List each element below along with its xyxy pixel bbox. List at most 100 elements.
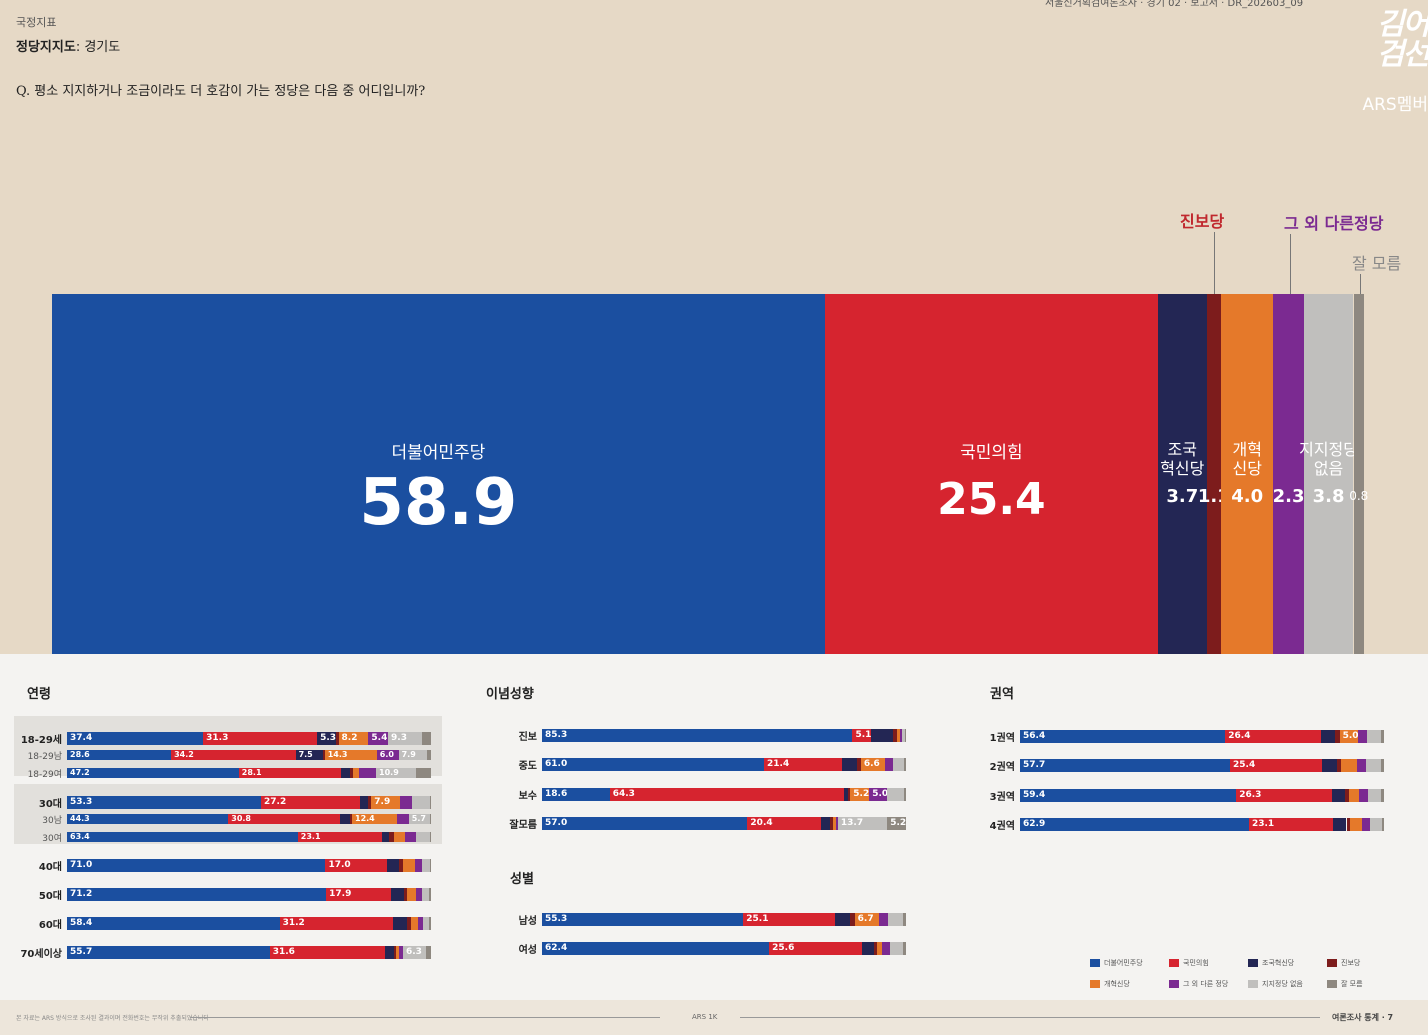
legend-label: 그 외 다른 정당 — [1183, 980, 1229, 988]
row-bar-value-ppp: 17.9 — [329, 889, 352, 899]
row-bar-segment-unknown — [904, 729, 906, 742]
row-bar-ideology: 61.0 21.4 6.6 — [542, 758, 906, 771]
row-bar-segment-unknown — [1381, 818, 1384, 831]
row-bar-value-ppp: 23.1 — [300, 832, 321, 841]
main-stacked-bar: 더불어민주당 58.9 국민의힘 25.4 조국 혁신당 3.7 1.1 개혁 신당 4.0 2.3 지… — [52, 294, 1368, 654]
header-category: 국정지표 — [16, 16, 57, 29]
row-label-age: 40대 — [38, 862, 62, 873]
row-bar-value-minju: 71.0 — [70, 860, 93, 870]
row-bar-segment-ppp — [171, 750, 296, 760]
main-label-none: 지지정당 없음 — [1299, 440, 1358, 478]
row-bar-segment-joguk — [834, 913, 850, 926]
legend-label: 개혁신당 — [1104, 980, 1130, 988]
row-bar-age: 71.2 17.9 — [67, 888, 431, 901]
row-bar-segment-gaehyuk — [371, 796, 401, 809]
legend-item-joguk: 조국혁신당 — [1248, 958, 1294, 968]
row-bar-segment-jinbo — [1346, 818, 1351, 831]
row-bar-segment-none — [421, 859, 430, 872]
row-bar-segment-gaehyuk — [854, 913, 880, 926]
row-bar-gender: 62.4 25.6 — [542, 942, 906, 955]
row-label-region: 3권역 — [989, 792, 1015, 803]
row-bar-segment-ppp — [609, 788, 844, 801]
row-bar-segment-none — [1367, 789, 1382, 802]
row-bar-segment-unknown — [903, 913, 906, 926]
row-bar-value-minju: 44.3 — [70, 814, 90, 823]
row-bar-segment-gaehyuk — [395, 946, 399, 959]
row-bar-segment-ppp — [1225, 730, 1322, 743]
page-title: 정당지지도: 경기도 — [16, 36, 120, 55]
row-bar-value-minju: 55.3 — [545, 914, 568, 924]
row-label-region: 1권역 — [989, 733, 1015, 744]
row-bar-value-ppp: 26.3 — [1239, 790, 1262, 800]
row-bar-age: 63.4 23.1 — [67, 832, 431, 842]
row-bar-segment-joguk — [1321, 730, 1336, 743]
legend-label: 진보당 — [1341, 959, 1361, 967]
row-bar-segment-gaehyuk — [832, 817, 836, 830]
row-bar-segment-ppp — [325, 859, 388, 872]
row-bar-value-ppp: 21.4 — [767, 759, 790, 769]
row-bar-segment-joguk — [862, 942, 874, 955]
row-bar-value-ppp: 34.2 — [174, 750, 194, 759]
main-value-other: 2.3 — [1272, 486, 1305, 507]
row-label-age: 18-29남 — [27, 752, 62, 762]
callout-unknown: 잘 모름 — [1352, 254, 1402, 273]
row-bar-segment-joguk — [841, 758, 858, 771]
row-bar-segment-ppp — [743, 913, 835, 926]
row-bar-segment-gaehyuk — [353, 768, 359, 778]
row-bar-segment-joguk — [387, 859, 399, 872]
row-bar-segment-unknown — [903, 788, 906, 801]
main-value-none: 3.8 — [1312, 486, 1345, 507]
callout-line-unknown — [1360, 274, 1361, 294]
row-bar-segment-other — [1358, 789, 1368, 802]
row-bar-segment-minju — [542, 942, 770, 955]
row-bar-segment-unknown — [902, 942, 906, 955]
row-bar-region: 59.4 26.3 — [1020, 789, 1384, 802]
legend-swatch — [1248, 959, 1258, 967]
row-bar-gender: 55.3 25.1 6.7 — [542, 913, 906, 926]
row-bar-segment-unknown — [425, 946, 431, 959]
row-bar-value-minju: 62.4 — [545, 943, 568, 953]
row-bar-segment-other — [835, 817, 838, 830]
legend-item-other: 그 외 다른 정당 — [1169, 979, 1228, 989]
main-label-joguk: 조국 혁신당 — [1160, 440, 1205, 478]
row-bar-value-ppp: 25.4 — [1233, 760, 1256, 770]
row-bar-segment-jinbo — [849, 913, 855, 926]
row-bar-value-none: 10.9 — [379, 768, 399, 777]
row-bar-segment-unknown — [904, 758, 906, 771]
section-title-gender: 성별 — [510, 872, 534, 887]
main-bar-segment-none — [1303, 294, 1354, 654]
row-bar-value-gaehyuk: 5.2 — [853, 789, 870, 799]
main-value-unknown: 0.8 — [1349, 489, 1369, 503]
row-bar-segment-ppp — [1236, 789, 1332, 802]
legend-label: 잘 모름 — [1341, 980, 1363, 988]
row-bar-value-none: 6.3 — [405, 947, 422, 957]
row-label-age: 30여 — [42, 834, 62, 844]
row-bar-segment-unknown — [421, 732, 431, 745]
callout-line-jinbo — [1214, 232, 1215, 294]
row-bar-segment-minju — [67, 946, 270, 959]
row-bar-segment-minju — [67, 888, 327, 901]
row-bar-value-ppp: 28.1 — [241, 768, 262, 777]
row-bar-value-joguk: 7.5 — [298, 750, 313, 759]
section-title-ideology: 이념성향 — [486, 687, 534, 702]
row-label-age: 18-29여 — [27, 770, 62, 780]
row-bar-segment-ppp — [269, 946, 385, 959]
legend-item-minju: 더불어민주당 — [1090, 958, 1143, 968]
row-bar-value-ppp: 30.8 — [231, 814, 251, 823]
row-bar-value-minju: 47.2 — [70, 768, 90, 777]
row-bar-value-other: 5.4 — [371, 733, 388, 743]
row-bar-segment-minju — [1020, 759, 1231, 772]
main-value-minju: 58.9 — [359, 466, 518, 540]
row-bar-segment-none — [901, 729, 905, 742]
row-bar-value-minju: 71.2 — [70, 889, 93, 899]
main-label-gaehyuk: 개혁 신당 — [1232, 440, 1262, 478]
row-bar-segment-joguk — [1322, 759, 1338, 772]
row-bar-segment-ppp — [747, 817, 821, 830]
row-bar-value-gaehyuk: 14.3 — [327, 750, 348, 759]
row-bar-segment-ppp — [852, 729, 872, 742]
row-bar-value-other: 6.0 — [379, 750, 394, 759]
row-bar-segment-jinbo — [368, 796, 372, 809]
row-bar-value-minju: 56.4 — [1023, 731, 1046, 741]
row-bar-segment-jinbo — [873, 942, 877, 955]
row-bar-segment-other — [418, 917, 424, 930]
